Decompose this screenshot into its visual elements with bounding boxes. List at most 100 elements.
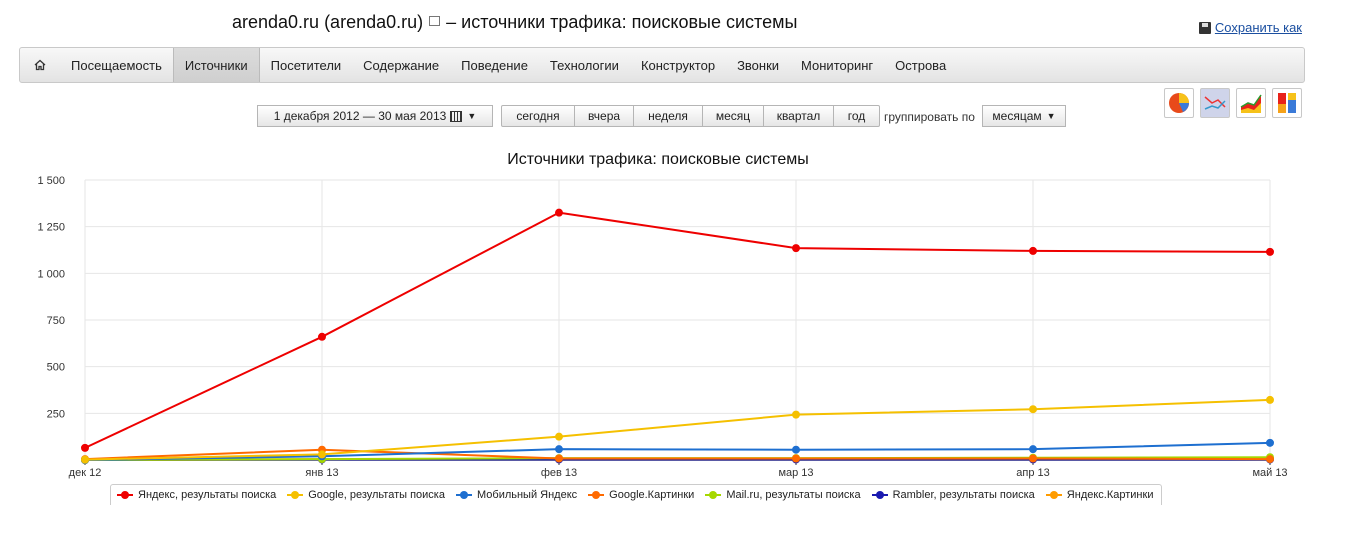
site-name: arenda0.ru (arenda0.ru) <box>232 12 424 32</box>
period-year-button[interactable]: год <box>833 105 880 127</box>
x-tick-label: мар 13 <box>778 467 813 479</box>
legend-marker-icon <box>588 490 605 500</box>
data-point <box>81 443 89 452</box>
nav-item-visitors[interactable]: Посетители <box>270 57 342 73</box>
legend-item[interactable]: Google.Картинки <box>588 489 694 501</box>
y-tick-label: 500 <box>47 362 65 374</box>
x-tick-label: апр 13 <box>1016 467 1049 479</box>
legend-item[interactable]: Mail.ru, результаты поиска <box>705 489 861 501</box>
y-axis-ticks: 1 500 1 250 1 000 750 500 250 <box>37 175 65 420</box>
data-point <box>1266 247 1274 256</box>
period-week-button[interactable]: неделя <box>633 105 703 127</box>
data-point <box>1029 405 1037 414</box>
external-link-icon[interactable] <box>429 16 441 27</box>
series-line <box>84 398 1271 461</box>
legend-item[interactable]: Google, результаты поиска <box>287 489 445 501</box>
chevron-down-icon: ▼ <box>467 111 477 121</box>
data-point <box>555 445 563 454</box>
date-range-picker[interactable]: 1 декабря 2012 — 30 мая 2013 ▼ <box>257 105 493 127</box>
period-yesterday-button[interactable]: вчера <box>574 105 634 127</box>
series-line <box>84 211 1271 449</box>
x-tick-label: май 13 <box>1252 467 1287 479</box>
data-point <box>1266 438 1274 447</box>
data-point <box>1029 454 1037 463</box>
area-chart-icon <box>1240 94 1262 113</box>
legend-item[interactable]: Яндекс, результаты поиска <box>117 489 276 501</box>
data-point <box>318 450 326 459</box>
series-line <box>84 441 1271 461</box>
data-point <box>1266 395 1274 404</box>
legend-item[interactable]: Rambler, результаты поиска <box>871 489 1035 501</box>
page-title: arenda0.ru (arenda0.ru) – источники трафи… <box>232 12 797 33</box>
data-point <box>318 332 326 341</box>
nav-item-calls[interactable]: Звонки <box>737 57 780 73</box>
chart-title: Источники трафика: поисковые системы <box>507 151 808 168</box>
data-point <box>792 244 800 253</box>
chart-type-pie-button[interactable] <box>1164 88 1194 118</box>
pie-chart-icon <box>1169 93 1189 113</box>
x-tick-label: фев 13 <box>541 467 577 479</box>
group-by-select[interactable]: месяцам ▼ <box>982 105 1066 127</box>
nav-item-islands[interactable]: Острова <box>895 57 947 73</box>
line-chart-icon <box>1204 96 1226 110</box>
series-line <box>84 448 1271 461</box>
stacked-chart-icon <box>1278 93 1296 113</box>
calendar-icon <box>450 110 463 122</box>
legend-label: Яндекс.Картинки <box>1066 489 1154 501</box>
legend-item[interactable]: Яндекс.Картинки <box>1045 489 1154 501</box>
chart-type-line-button[interactable] <box>1200 88 1230 118</box>
data-point <box>792 410 800 419</box>
legend-label: Google, результаты поиска <box>308 489 445 501</box>
dropdown-arrow-icon: ▼ <box>1046 111 1056 121</box>
period-today-button[interactable]: сегодня <box>501 105 575 127</box>
nav-item-monitoring[interactable]: Мониторинг <box>801 57 874 73</box>
series-lines <box>81 208 1274 464</box>
chart-type-stacked-button[interactable] <box>1272 88 1302 118</box>
save-as-link[interactable]: Сохранить как <box>1214 20 1302 35</box>
save-as[interactable]: Сохранить как <box>1198 20 1302 35</box>
legend-label: Мобильный Яндекс <box>476 489 578 501</box>
nav-item-constructor[interactable]: Конструктор <box>640 57 716 73</box>
x-tick-label: янв 13 <box>305 467 338 479</box>
legend-marker-icon <box>705 490 722 500</box>
y-tick-label: 1 250 <box>37 222 65 234</box>
legend-marker-icon <box>287 490 304 500</box>
chart-type-area-button[interactable] <box>1236 88 1266 118</box>
nav-item-traffic[interactable]: Посещаемость <box>71 57 162 73</box>
legend-label: Mail.ru, результаты поиска <box>726 489 861 501</box>
x-tick-label: дек 12 <box>69 467 102 479</box>
nav-item-technology[interactable]: Технологии <box>549 57 619 73</box>
grid <box>84 179 1271 461</box>
data-point <box>1029 246 1037 255</box>
group-by-label: группировать по <box>884 110 975 124</box>
data-point <box>555 208 563 217</box>
y-tick-label: 750 <box>47 315 65 327</box>
data-point <box>81 455 89 464</box>
nav-item-sources[interactable]: Источники <box>172 48 260 82</box>
legend-label: Google.Картинки <box>609 489 695 501</box>
data-point <box>555 454 563 463</box>
nav-item-content[interactable]: Содержание <box>363 57 440 73</box>
y-tick-label: 250 <box>47 408 65 420</box>
data-point <box>1266 455 1274 464</box>
legend-marker-icon <box>1045 490 1062 500</box>
home-icon <box>34 59 46 71</box>
group-by-value: месяцам <box>992 109 1042 123</box>
main-nav: Посещаемость Источники Посетители Содерж… <box>19 47 1305 83</box>
data-point <box>555 432 563 441</box>
page-subtitle: – источники трафика: поисковые системы <box>446 12 798 32</box>
period-month-button[interactable]: месяц <box>702 105 764 127</box>
legend-marker-icon <box>871 490 888 500</box>
x-axis-ticks: дек 12 янв 13 фев 13 мар 13 апр 13 май 13 <box>69 460 1288 479</box>
legend-label: Rambler, результаты поиска <box>892 489 1035 501</box>
nav-home[interactable] <box>20 48 60 82</box>
traffic-chart: Источники трафика: поисковые системы 1 5… <box>37 151 1288 479</box>
data-point <box>792 454 800 463</box>
period-quarter-button[interactable]: квартал <box>763 105 834 127</box>
y-tick-label: 1 500 <box>37 175 65 187</box>
header: arenda0.ru (arenda0.ru) – источники трафи… <box>0 0 1345 46</box>
legend-marker-icon <box>117 490 133 500</box>
nav-item-behavior[interactable]: Поведение <box>461 57 528 73</box>
legend-item[interactable]: Мобильный Яндекс <box>455 489 578 501</box>
chart-legend: Яндекс, результаты поиска Google, результ… <box>110 484 1163 505</box>
